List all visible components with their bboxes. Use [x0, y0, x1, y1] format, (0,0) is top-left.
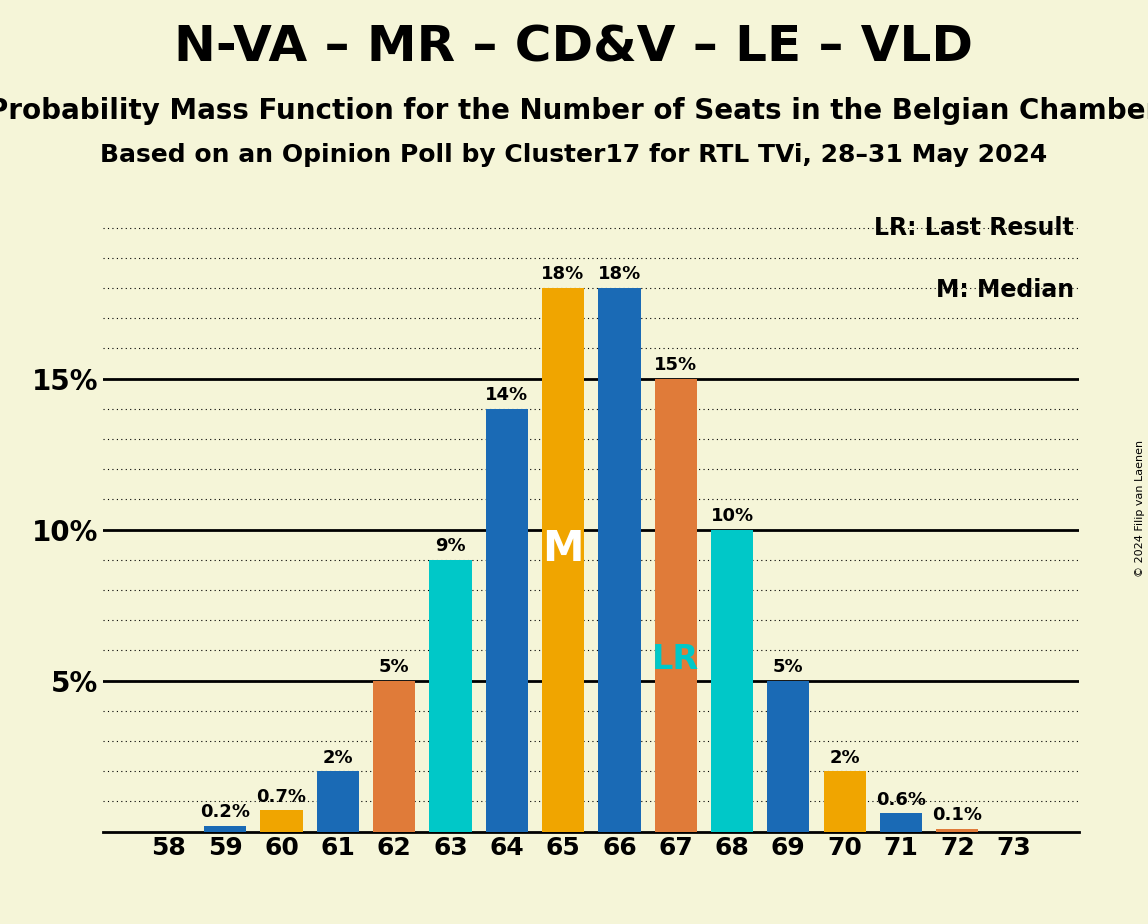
- Text: 5%: 5%: [773, 658, 804, 676]
- Bar: [598, 288, 641, 832]
- Bar: [542, 288, 584, 832]
- Text: 2%: 2%: [323, 748, 354, 767]
- Bar: [823, 772, 866, 832]
- Text: 2%: 2%: [829, 748, 860, 767]
- Bar: [429, 560, 472, 832]
- Text: M: M: [542, 528, 584, 570]
- Bar: [937, 829, 978, 832]
- Text: 14%: 14%: [486, 386, 528, 405]
- Text: 18%: 18%: [598, 265, 641, 284]
- Bar: [879, 813, 922, 832]
- Text: 18%: 18%: [542, 265, 584, 284]
- Bar: [204, 825, 246, 832]
- Text: 0.2%: 0.2%: [200, 803, 250, 821]
- Text: Based on an Opinion Poll by Cluster17 for RTL TVi, 28–31 May 2024: Based on an Opinion Poll by Cluster17 fo…: [100, 143, 1048, 167]
- Text: M: Median: M: Median: [936, 277, 1075, 301]
- Bar: [373, 681, 416, 832]
- Text: 9%: 9%: [435, 537, 466, 555]
- Text: 0.6%: 0.6%: [876, 791, 926, 808]
- Text: 15%: 15%: [654, 356, 697, 374]
- Text: 0.1%: 0.1%: [932, 806, 983, 824]
- Bar: [261, 810, 303, 832]
- Text: 0.7%: 0.7%: [256, 788, 307, 806]
- Bar: [317, 772, 359, 832]
- Text: Probability Mass Function for the Number of Seats in the Belgian Chamber: Probability Mass Function for the Number…: [0, 97, 1148, 125]
- Bar: [711, 529, 753, 832]
- Text: N-VA – MR – CD&V – LE – VLD: N-VA – MR – CD&V – LE – VLD: [174, 23, 974, 71]
- Text: LR: Last Result: LR: Last Result: [875, 215, 1075, 239]
- Bar: [486, 408, 528, 832]
- Text: © 2024 Filip van Laenen: © 2024 Filip van Laenen: [1135, 440, 1145, 577]
- Text: 10%: 10%: [711, 507, 753, 525]
- Bar: [767, 681, 809, 832]
- Text: 5%: 5%: [379, 658, 410, 676]
- Text: LR: LR: [652, 643, 699, 676]
- Bar: [654, 379, 697, 832]
